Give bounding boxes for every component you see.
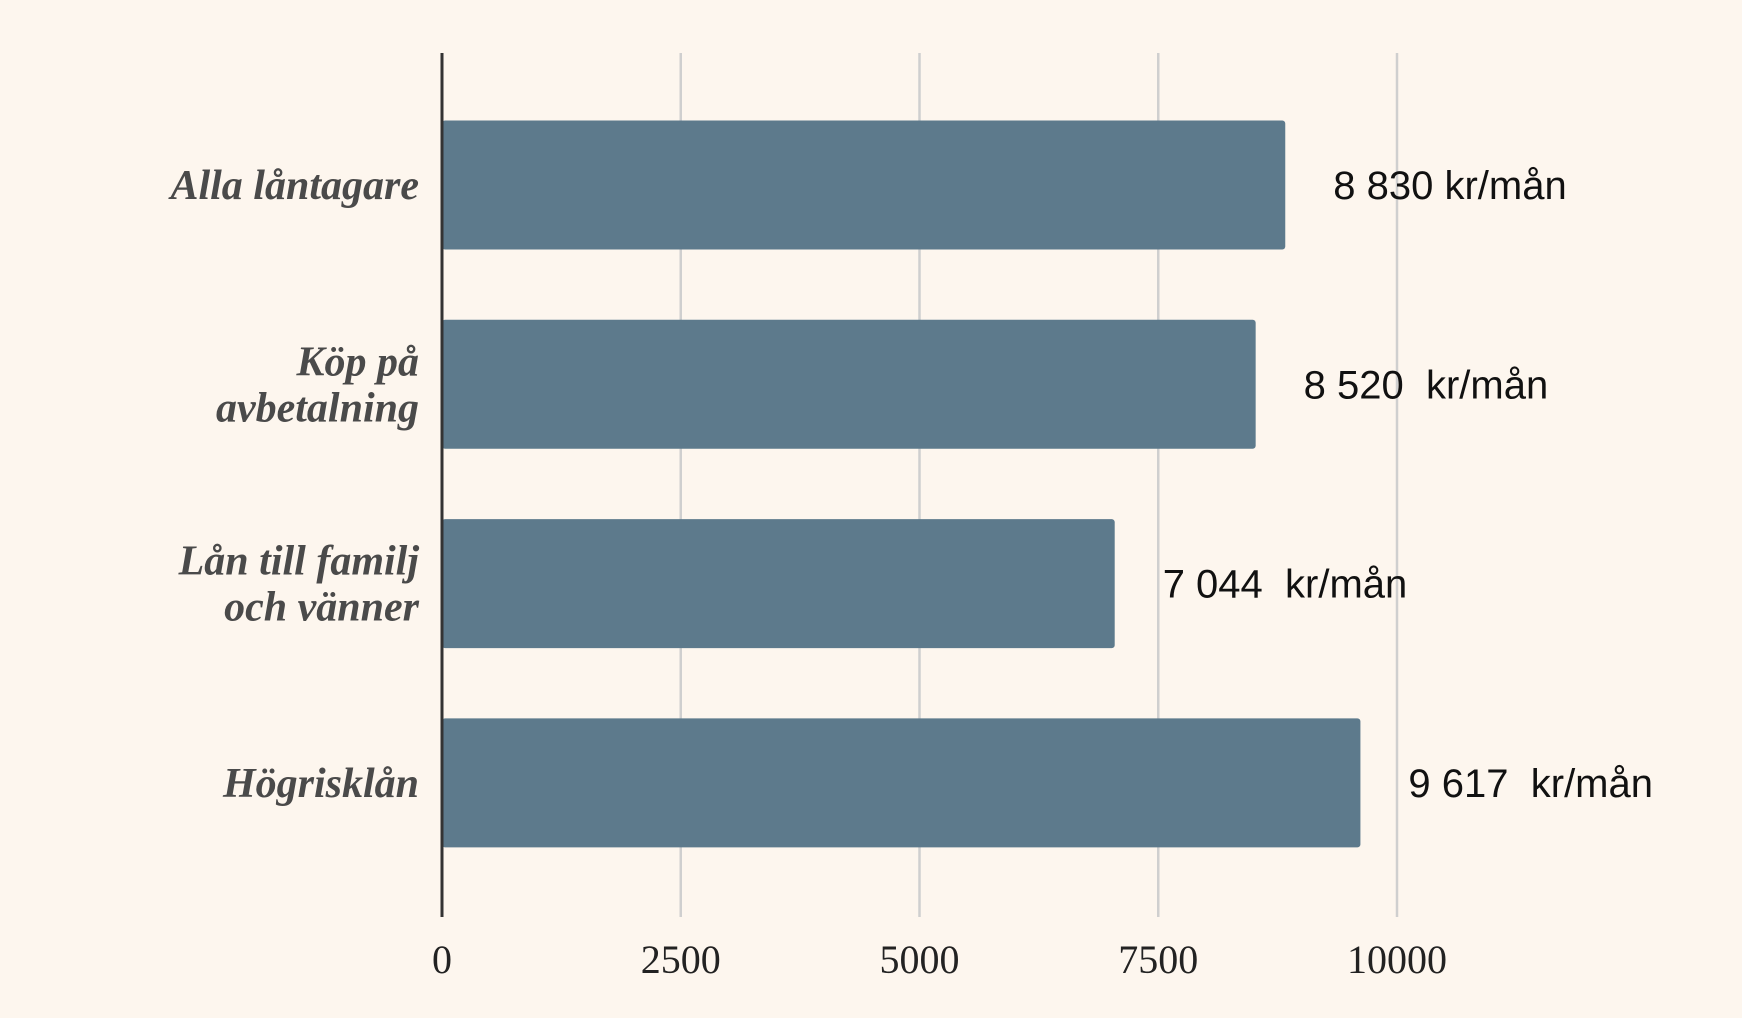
y-tick-label: Alla låntagare [167, 163, 419, 209]
label-line: och vänner [224, 585, 420, 631]
y-tick-label: Lån till familj och vänner [178, 539, 420, 631]
label-line: Alla låntagare [167, 163, 419, 209]
x-tick-label: 10000 [1347, 937, 1447, 982]
value-label: 9 617 kr/mån [1408, 762, 1653, 806]
x-tick-label: 5000 [880, 937, 960, 982]
value-label: 8 520 kr/mån [1304, 363, 1549, 407]
x-tick-label: 7500 [1118, 937, 1198, 982]
x-tick-label: 2500 [641, 937, 721, 982]
label-line: avbetalning [216, 385, 419, 431]
value-label: 7 044 kr/mån [1163, 563, 1408, 607]
bar [442, 120, 1286, 250]
label-line: Lån till familj [178, 539, 420, 585]
x-tick-label: 0 [432, 937, 452, 982]
label-line: Köp på [295, 339, 419, 385]
label-line: Högrisklån [222, 761, 419, 807]
y-tick-label: Högrisklån [222, 761, 419, 807]
y-tick-label: Köp på avbetalning [216, 339, 419, 431]
bar [442, 718, 1361, 848]
value-label: 8 830 kr/mån [1333, 164, 1566, 208]
bar [442, 519, 1115, 649]
bar [442, 319, 1256, 449]
